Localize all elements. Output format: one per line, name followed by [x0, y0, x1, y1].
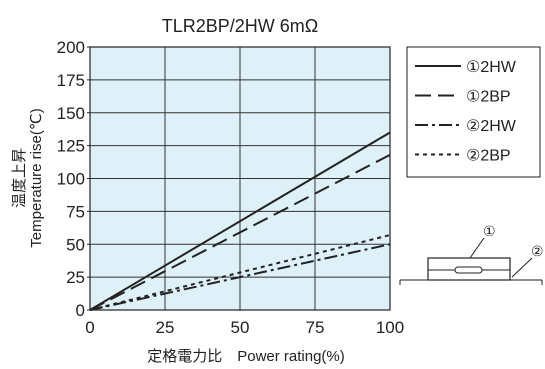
y-tick-label-8: 200 — [57, 38, 85, 57]
legend-label-3: ②2BP — [466, 148, 511, 165]
diagram-marker-2: ② — [531, 243, 544, 259]
y-tick-label-5: 125 — [57, 137, 85, 156]
series-line-1 — [89, 153, 391, 311]
y-tick-label-1: 25 — [66, 268, 85, 287]
series-line-0 — [89, 131, 391, 311]
resistor-diagram: ① ② — [399, 223, 544, 285]
y-tick-label-3: 75 — [66, 202, 85, 221]
diagram-leader-2 — [511, 257, 533, 278]
y-axis-label: Temperature rise(℃) — [28, 108, 45, 247]
tick-labels: 0 25 50 75 100 125 150 175 200 0 25 50 75 100 — [57, 38, 405, 337]
legend-label-1: ①2BP — [466, 89, 511, 106]
grid — [90, 47, 390, 310]
x-tick-label-2: 50 — [231, 318, 250, 337]
y-axis-label-jp: 温度上昇 — [11, 148, 28, 208]
y-axis-label-group: 温度上昇 Temperature rise(℃) — [11, 108, 45, 247]
diagram-element — [454, 266, 483, 274]
y-tick-label-6: 150 — [57, 104, 85, 123]
x-tick-label-3: 75 — [306, 318, 325, 337]
y-tick-label-4: 100 — [57, 170, 85, 189]
x-tick-label-4: 100 — [376, 318, 404, 337]
x-axis-label: 定格電力比 Power rating(%) — [147, 348, 345, 365]
series-line-2 — [89, 243, 391, 311]
series-lines — [89, 131, 391, 311]
y-tick-label-2: 50 — [66, 235, 85, 254]
x-tick-label-0: 0 — [85, 318, 94, 337]
legend: ①2HW ①2BP ②2HW ②2BP — [415, 59, 517, 165]
x-tick-label-1: 25 — [156, 318, 175, 337]
legend-label-2: ②2HW — [466, 118, 517, 135]
y-tick-label-0: 0 — [76, 301, 85, 320]
series-line-3 — [89, 234, 391, 311]
legend-label-0: ①2HW — [466, 59, 517, 76]
diagram-marker-1: ① — [483, 223, 496, 239]
chart-title: TLR2BP/2HW 6mΩ — [162, 16, 319, 36]
y-tick-label-7: 175 — [57, 71, 85, 90]
diagram-leader-1 — [469, 237, 485, 259]
legend-box — [406, 46, 541, 178]
